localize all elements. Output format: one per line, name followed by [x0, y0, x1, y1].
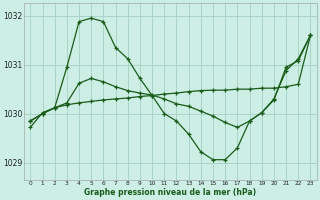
- X-axis label: Graphe pression niveau de la mer (hPa): Graphe pression niveau de la mer (hPa): [84, 188, 256, 197]
